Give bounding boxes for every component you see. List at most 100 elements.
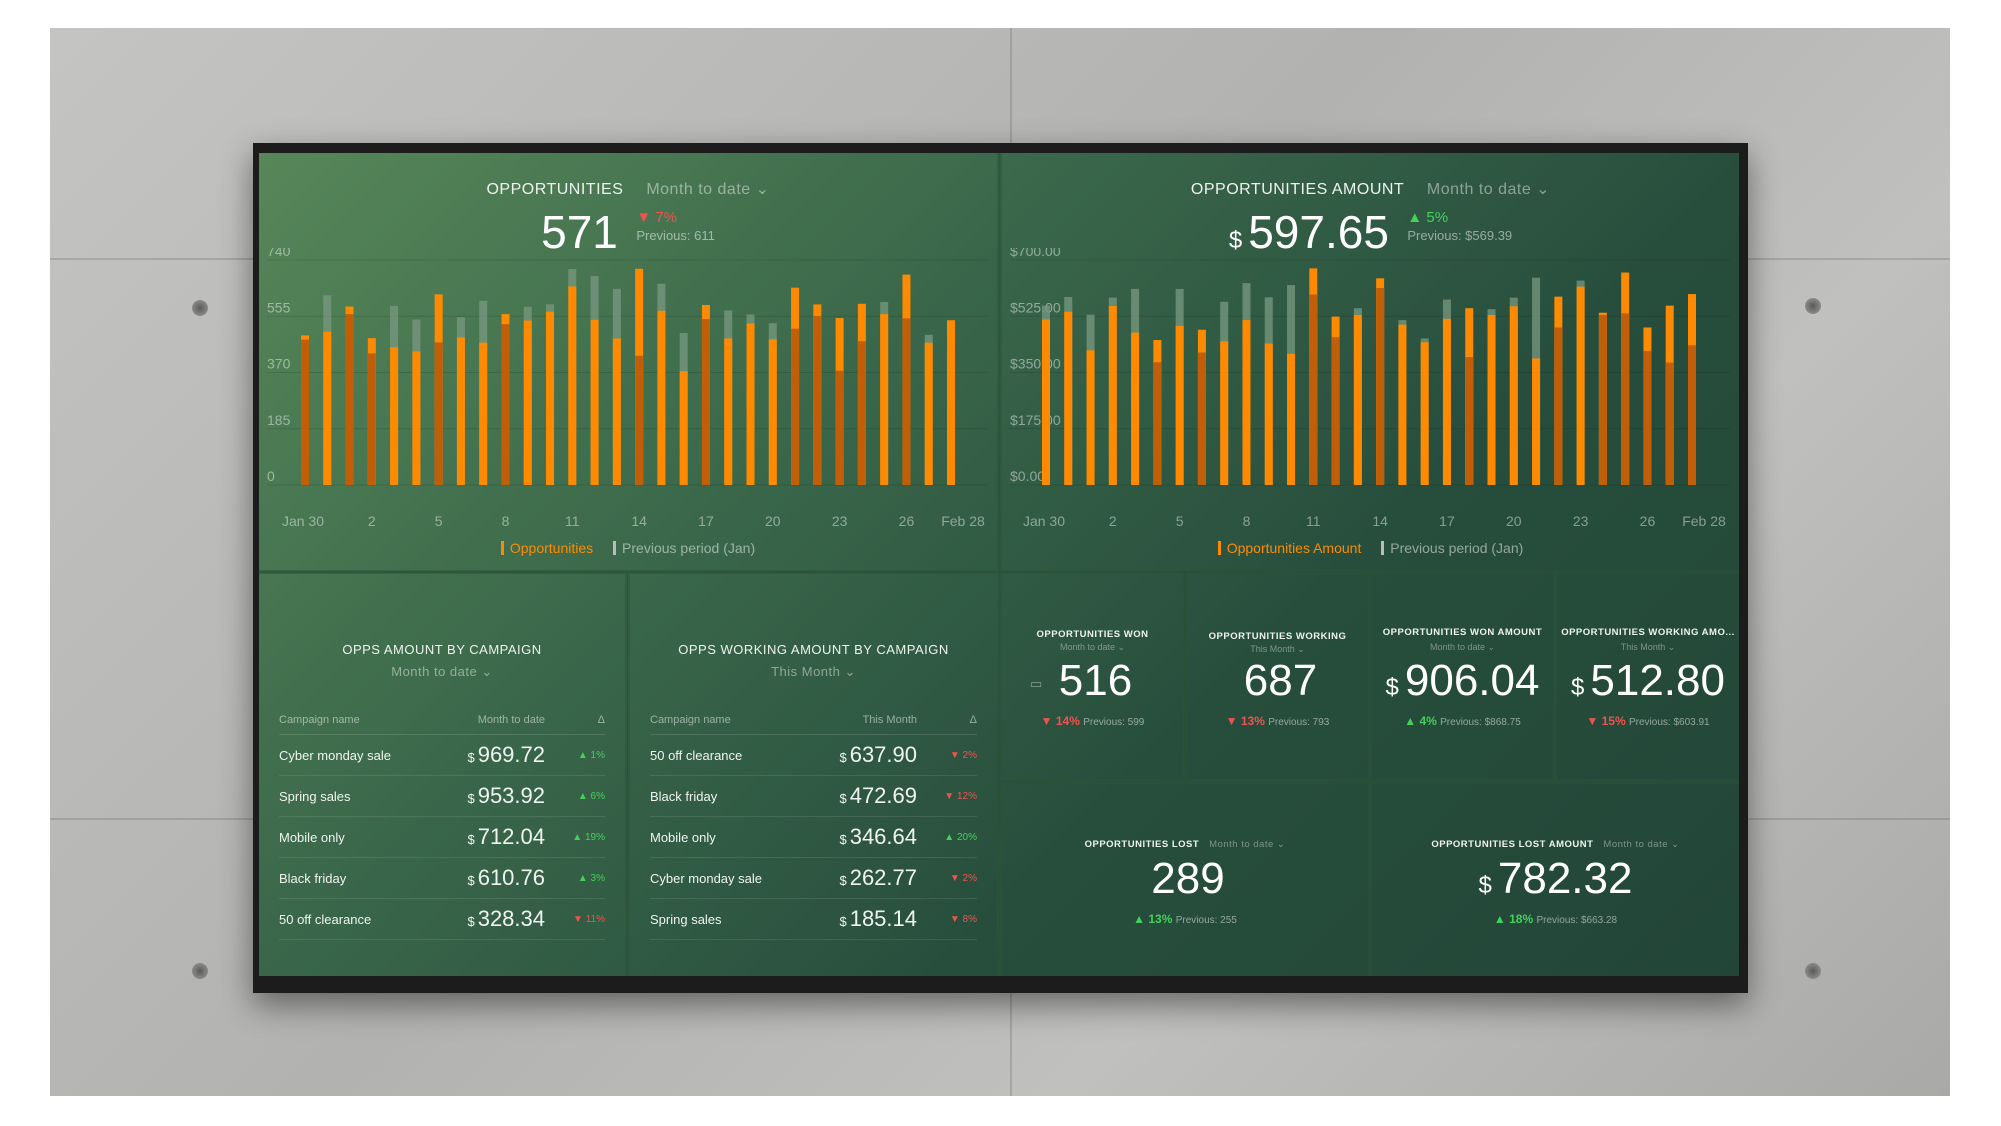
tile-header: OPPORTUNITIES LOST Month to date ⌄ <box>1002 839 1368 850</box>
current-bar[interactable] <box>1353 314 1362 485</box>
current-bar[interactable] <box>679 371 688 485</box>
column-header[interactable]: This Month <box>807 714 917 735</box>
currency-symbol: $ <box>467 832 475 847</box>
kpi-tile: OPPORTUNITIES WORKING This Month ⌄ 687 ▼ … <box>1184 571 1371 782</box>
x-tick-label: Feb 28 <box>941 513 985 529</box>
wall-hole <box>1805 963 1821 979</box>
widget-title: OPPS AMOUNT BY CAMPAIGN <box>342 642 542 657</box>
current-bar[interactable] <box>1108 305 1117 485</box>
campaign-name: 50 off clearance <box>279 898 437 940</box>
x-tick-label: 20 <box>1506 513 1522 529</box>
period-dropdown[interactable]: Month to date ⌄ <box>1429 642 1496 652</box>
campaign-change: ▲ 6% <box>545 775 605 817</box>
table-row[interactable]: Spring sales $185.14 ▼ 8% <box>650 898 977 940</box>
change-percent: 14% <box>1055 714 1080 728</box>
column-header[interactable]: Δ <box>917 714 977 735</box>
current-bar[interactable] <box>412 351 421 485</box>
column-header[interactable]: Campaign name <box>650 714 808 735</box>
kpi-value: 571 <box>541 206 618 258</box>
current-bar[interactable] <box>924 342 933 485</box>
current-bar[interactable] <box>1576 286 1585 485</box>
current-bar[interactable] <box>590 319 599 485</box>
current-bar[interactable] <box>768 339 777 485</box>
table-row[interactable]: 50 off clearance $637.90 ▼ 2% <box>650 734 977 776</box>
legend-previous[interactable]: Previous period (Jan) <box>613 540 755 556</box>
currency-symbol: $ <box>1385 674 1399 701</box>
column-header[interactable]: Δ <box>545 714 605 735</box>
current-bar[interactable] <box>1487 314 1496 485</box>
period-dropdown[interactable]: Month to date ⌄ <box>1426 181 1551 198</box>
change-down-icon: ▼ <box>949 749 963 761</box>
current-bar[interactable] <box>1220 341 1229 485</box>
current-bar[interactable] <box>1509 306 1518 485</box>
current-bar[interactable] <box>546 311 555 485</box>
previous-value: Previous: 255 <box>1175 915 1237 926</box>
x-tick-label: 17 <box>1439 513 1455 529</box>
x-tick-label: 26 <box>1640 513 1656 529</box>
table-row[interactable]: Cyber monday sale $969.72 ▲ 1% <box>279 734 605 776</box>
current-bar[interactable] <box>1532 358 1541 485</box>
current-bar[interactable] <box>1442 318 1451 485</box>
y-tick-label: 740 <box>267 248 291 259</box>
amount: 969.72 <box>477 742 545 767</box>
period-dropdown[interactable]: Month to date ⌄ <box>1209 839 1286 850</box>
current-bar[interactable] <box>1398 324 1407 485</box>
current-bar[interactable] <box>1131 332 1140 485</box>
current-bar[interactable] <box>1042 319 1050 485</box>
x-tick-label: 2 <box>1109 513 1117 529</box>
period-dropdown[interactable]: Month to date ⌄ <box>646 181 770 198</box>
current-bar[interactable] <box>880 314 889 485</box>
overlap-bar <box>1665 362 1674 485</box>
current-bar[interactable] <box>323 331 332 485</box>
column-header[interactable]: Campaign name <box>279 714 437 735</box>
period-dropdown[interactable]: This Month ⌄ <box>1250 644 1305 654</box>
legend-current[interactable]: Opportunities <box>500 540 593 556</box>
current-bar[interactable] <box>947 320 955 485</box>
period-dropdown[interactable]: Month to date ⌄ <box>391 664 493 679</box>
opps-amount-by-campaign-widget: OPPS AMOUNT BY CAMPAIGN Month to date ⌄ … <box>259 571 628 976</box>
current-bar[interactable] <box>1064 311 1073 485</box>
table-row[interactable]: Black friday $472.69 ▼ 12% <box>650 775 977 817</box>
current-bar[interactable] <box>746 323 755 485</box>
column-header[interactable]: Month to date <box>436 714 545 735</box>
opportunities-widget: OPPORTUNITIES Month to date ⌄ 571 ▼ 7% P… <box>259 153 1000 573</box>
change-up-icon: ▲ <box>1133 912 1149 926</box>
legend-current[interactable]: Opportunities Amount <box>1217 540 1361 556</box>
table-row[interactable]: Black friday $610.76 ▲ 3% <box>279 857 605 899</box>
current-bar[interactable] <box>456 337 465 485</box>
current-bar[interactable] <box>657 310 666 485</box>
campaign-name: Black friday <box>650 775 808 817</box>
legend-previous[interactable]: Previous period (Jan) <box>1381 540 1523 556</box>
current-bar[interactable] <box>523 320 532 485</box>
current-bar[interactable] <box>1175 325 1184 485</box>
current-bar[interactable] <box>1287 353 1296 485</box>
table-row[interactable]: Mobile only $712.04 ▲ 19% <box>279 816 605 858</box>
period-dropdown[interactable]: Month to date ⌄ <box>1059 642 1126 652</box>
table-row[interactable]: 50 off clearance $328.34 ▼ 11% <box>279 898 605 940</box>
current-bar[interactable] <box>479 342 488 485</box>
opportunities-chart: 0 185 370 555 740 Jan 30 2 5 8 11 14 17 20 23 26 Feb 28 <box>267 248 987 529</box>
table-row[interactable]: Spring sales $953.92 ▲ 6% <box>279 775 605 817</box>
amount: 346.64 <box>849 824 917 849</box>
table-row[interactable]: Cyber monday sale $262.77 ▼ 2% <box>650 857 977 899</box>
chart-legend: Opportunities Previous period (Jan) <box>259 540 997 556</box>
x-tick-label: Jan 30 <box>1023 513 1065 529</box>
period-dropdown[interactable]: This Month ⌄ <box>771 664 856 679</box>
change-up-icon: ▲ <box>944 831 957 843</box>
amount: 610.76 <box>477 865 545 890</box>
widget-title: OPPORTUNITIES AMOUNT <box>1190 181 1404 198</box>
current-bar[interactable] <box>1086 350 1095 485</box>
current-bar[interactable] <box>724 338 733 485</box>
current-bar[interactable] <box>612 338 621 485</box>
campaign-name: 50 off clearance <box>650 734 808 776</box>
current-bar[interactable] <box>1420 342 1429 485</box>
campaign-table: Campaign name This Month Δ 50 off clearance… <box>650 714 977 940</box>
table-row[interactable]: Mobile only $346.64 ▲ 20% <box>650 816 977 858</box>
period-dropdown[interactable]: This Month ⌄ <box>1620 642 1676 652</box>
tile-value: $782.32 <box>1372 854 1739 904</box>
current-bar[interactable] <box>1242 320 1251 485</box>
current-bar[interactable] <box>1264 343 1273 485</box>
period-dropdown[interactable]: Month to date ⌄ <box>1603 839 1680 850</box>
current-bar[interactable] <box>390 347 399 485</box>
current-bar[interactable] <box>568 286 577 485</box>
